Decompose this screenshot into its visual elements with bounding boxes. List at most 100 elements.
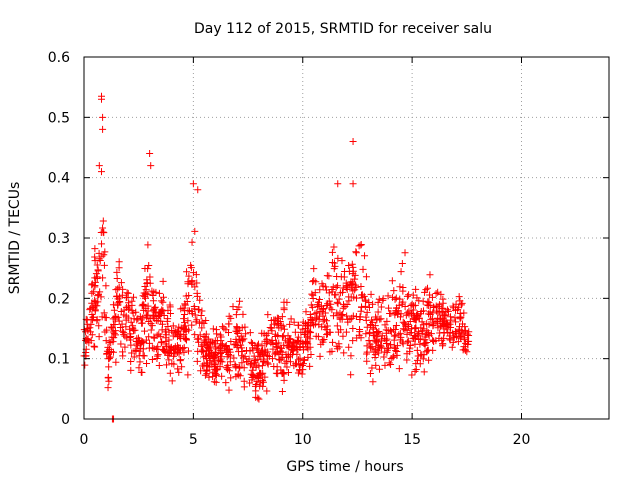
- y-tick-label: 0.4: [48, 171, 70, 187]
- data-point: [92, 270, 100, 278]
- data-point: [173, 348, 181, 356]
- data-point: [402, 321, 410, 329]
- data-point: [113, 275, 121, 283]
- data-point: [118, 291, 126, 299]
- data-point: [274, 314, 282, 322]
- data-point: [366, 344, 374, 352]
- data-point: [225, 367, 233, 375]
- data-point: [407, 329, 415, 337]
- data-point: [125, 299, 133, 307]
- data-point: [197, 367, 205, 375]
- data-point: [117, 279, 125, 287]
- data-point: [196, 296, 204, 304]
- data-point: [180, 319, 188, 327]
- data-point: [408, 300, 416, 308]
- data-point: [310, 277, 318, 285]
- data-point: [365, 336, 373, 344]
- data-point: [99, 274, 107, 282]
- axis-ticks: [83, 56, 609, 420]
- data-point: [123, 334, 131, 342]
- x-tick-label: 20: [513, 432, 531, 448]
- data-point: [449, 302, 457, 310]
- data-point: [151, 303, 159, 311]
- data-point: [121, 343, 129, 351]
- data-point: [337, 311, 345, 319]
- data-point: [143, 360, 151, 368]
- data-point: [108, 333, 116, 341]
- data-point: [237, 341, 245, 349]
- data-point: [328, 347, 336, 355]
- data-point: [358, 303, 366, 311]
- data-point: [93, 275, 101, 283]
- data-point: [254, 371, 262, 379]
- data-point: [387, 360, 395, 368]
- data-point: [457, 333, 465, 341]
- data-point: [159, 298, 167, 306]
- data-point: [444, 320, 452, 328]
- data-point: [170, 352, 178, 360]
- data-point: [465, 328, 473, 336]
- data-point: [217, 347, 225, 355]
- data-point: [198, 307, 206, 315]
- data-point: [141, 294, 149, 302]
- data-point: [299, 346, 307, 354]
- data-point: [220, 324, 228, 332]
- data-point: [91, 257, 99, 265]
- data-point: [188, 321, 196, 329]
- data-point: [262, 331, 270, 339]
- data-point: [193, 279, 201, 287]
- data-point: [215, 356, 223, 364]
- data-point: [177, 335, 185, 343]
- data-point: [404, 309, 412, 317]
- data-point: [93, 261, 101, 269]
- data-point: [311, 289, 319, 297]
- data-point: [403, 292, 411, 300]
- data-point: [374, 330, 382, 338]
- data-point: [287, 315, 295, 323]
- data-point: [315, 302, 323, 310]
- data-point: [421, 339, 429, 347]
- data-point: [115, 283, 123, 291]
- data-point: [88, 289, 96, 297]
- data-point: [283, 363, 291, 371]
- data-point: [374, 298, 382, 306]
- data-point: [240, 364, 248, 372]
- data-point: [183, 268, 191, 276]
- data-point: [98, 240, 106, 248]
- data-point: [180, 315, 188, 323]
- data-point: [229, 303, 237, 311]
- data-point: [349, 325, 357, 333]
- data-point: [370, 332, 378, 340]
- data-point: [149, 297, 157, 305]
- data-point: [401, 303, 409, 311]
- data-point: [365, 303, 373, 311]
- data-point: [291, 339, 299, 347]
- data-point: [343, 282, 351, 290]
- data-point: [307, 316, 315, 324]
- data-point: [100, 261, 108, 269]
- data-point: [128, 349, 136, 357]
- data-point: [202, 330, 210, 338]
- data-point: [105, 363, 113, 371]
- data-point: [252, 363, 260, 371]
- data-point: [447, 313, 455, 321]
- data-point: [164, 315, 172, 323]
- data-point: [232, 311, 240, 319]
- data-point: [337, 273, 345, 281]
- data-point: [308, 290, 316, 298]
- data-point: [263, 359, 271, 367]
- data-point: [382, 340, 390, 348]
- data-point: [403, 326, 411, 334]
- data-point: [363, 308, 371, 316]
- data-point: [419, 355, 427, 363]
- data-point: [148, 287, 156, 295]
- data-point: [103, 326, 111, 334]
- data-point: [206, 357, 214, 365]
- data-point: [146, 279, 154, 287]
- data-point: [411, 314, 419, 322]
- data-point: [202, 316, 210, 324]
- data-point: [139, 345, 147, 353]
- data-point: [180, 331, 188, 339]
- data-point: [363, 348, 371, 356]
- data-point: [263, 352, 271, 360]
